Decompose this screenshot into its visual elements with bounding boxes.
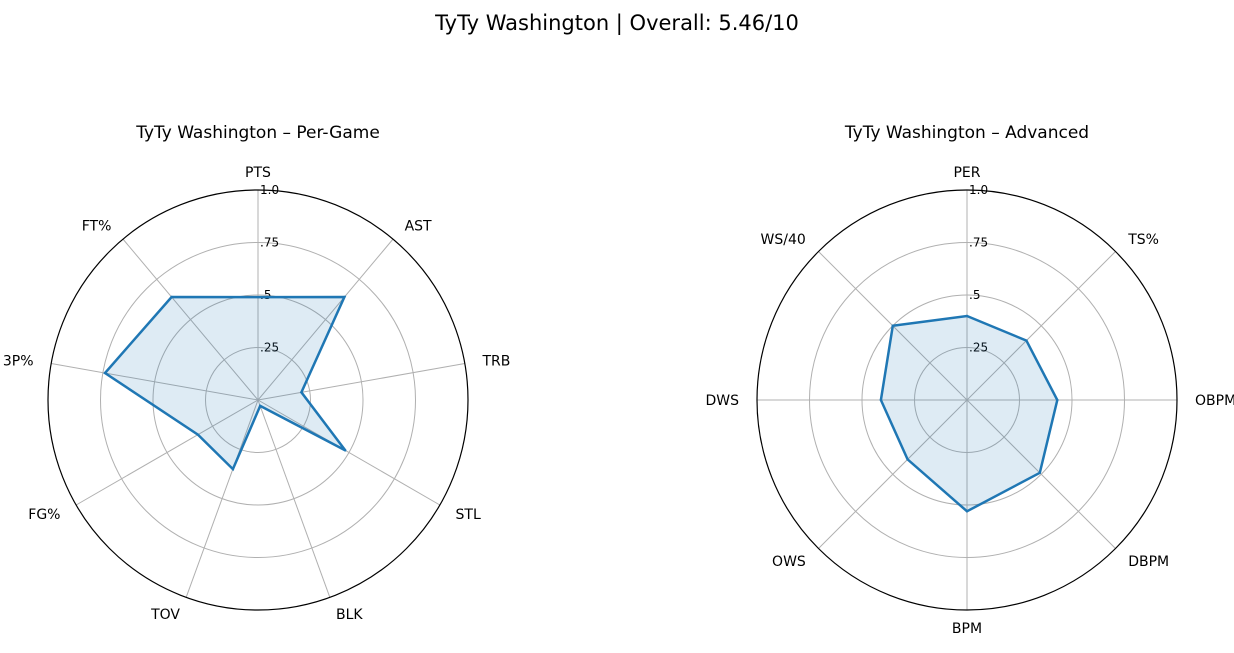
advanced-point-ows <box>906 458 909 461</box>
per-game-category-label-blk: BLK <box>336 607 363 623</box>
advanced-category-label-per: PER <box>953 165 980 181</box>
advanced-rtick-label-1: .5 <box>969 288 980 302</box>
advanced-point-dws <box>879 398 883 402</box>
per-game-spoke-6 <box>75 399 259 506</box>
advanced-point-per <box>965 314 969 318</box>
per-game-outer-frame <box>47 189 469 611</box>
advanced-rtick-label-0: .25 <box>969 341 988 355</box>
advanced-category-label-ows: OWS <box>772 554 806 570</box>
per-game-rtick-label-2: .75 <box>260 236 279 250</box>
per-game-point-blk <box>259 404 262 408</box>
per-game-point-ft <box>170 295 173 299</box>
per-game-category-label-ft: FT% <box>82 218 112 234</box>
per-game-point-fg <box>196 433 200 436</box>
per-game-category-label-ast: AST <box>405 218 432 234</box>
per-game-rtick-label-1: .5 <box>260 288 271 302</box>
per-game-category-label-trb: TRB <box>482 353 511 369</box>
advanced-category-label-ts: TS% <box>1127 232 1159 248</box>
advanced-point-bpm <box>965 510 969 513</box>
advanced-point-dbpm <box>1038 471 1042 474</box>
per-game-category-label-tov: TOV <box>150 607 180 623</box>
per-game-point-pts <box>256 295 260 299</box>
per-game-point-3p <box>103 371 107 375</box>
per-game-point-tov <box>231 467 235 471</box>
advanced-rtick-label-2: .75 <box>969 236 988 250</box>
per-game-point-ast <box>343 295 346 299</box>
figure-title: TyTy Washington | Overall: 5.46/10 <box>434 11 799 36</box>
per-game-category-label-pts: PTS <box>245 165 271 181</box>
per-game-category-label-3p: 3P% <box>3 353 34 369</box>
advanced-point-ws40 <box>891 324 894 327</box>
advanced-category-label-dws: DWS <box>705 393 739 409</box>
advanced-spoke-5 <box>818 399 968 549</box>
per-game-spoke-8 <box>122 238 259 401</box>
per-game-rtick-label-0: .25 <box>260 341 279 355</box>
per-game-category-label-fg: FG% <box>28 507 60 523</box>
advanced-spoke-1 <box>966 251 1116 401</box>
advanced-category-label-dbpm: DBPM <box>1128 554 1169 570</box>
advanced-category-label-bpm: BPM <box>952 621 982 637</box>
per-game-rtick-label-3: 1.0 <box>260 183 279 197</box>
per-game-category-label-stl: STL <box>456 507 481 523</box>
advanced-spoke-3 <box>966 399 1116 549</box>
per-game-spoke-2 <box>257 363 465 401</box>
per-game-spoke-7 <box>51 363 259 401</box>
advanced-point-ts <box>1025 339 1028 342</box>
per-game-radar-chart: TyTy Washington – Per-Game .25 .5 .75 1.0 PT… <box>3 123 511 623</box>
per-game-point-trb <box>300 391 303 394</box>
advanced-point-obpm <box>1056 398 1059 402</box>
advanced-rtick-label-3: 1.0 <box>969 183 988 197</box>
advanced-series-area <box>879 314 1059 513</box>
per-game-spoke-3 <box>257 399 441 506</box>
per-game-spoke-1 <box>257 238 394 401</box>
advanced-outer-frame <box>756 189 1178 611</box>
per-game-spoke-4 <box>257 399 331 598</box>
advanced-chart-title: TyTy Washington – Advanced <box>844 123 1089 143</box>
advanced-category-label-ws40: WS/40 <box>761 232 806 248</box>
per-game-series-area <box>103 295 347 472</box>
per-game-point-stl <box>344 449 347 452</box>
advanced-category-label-obpm: OBPM <box>1195 393 1234 409</box>
advanced-radar-chart: TyTy Washington – Advanced .25 .5 .75 1.0 PE… <box>705 123 1234 637</box>
per-game-chart-title: TyTy Washington – Per-Game <box>135 123 380 143</box>
per-game-spoke-5 <box>185 399 259 598</box>
